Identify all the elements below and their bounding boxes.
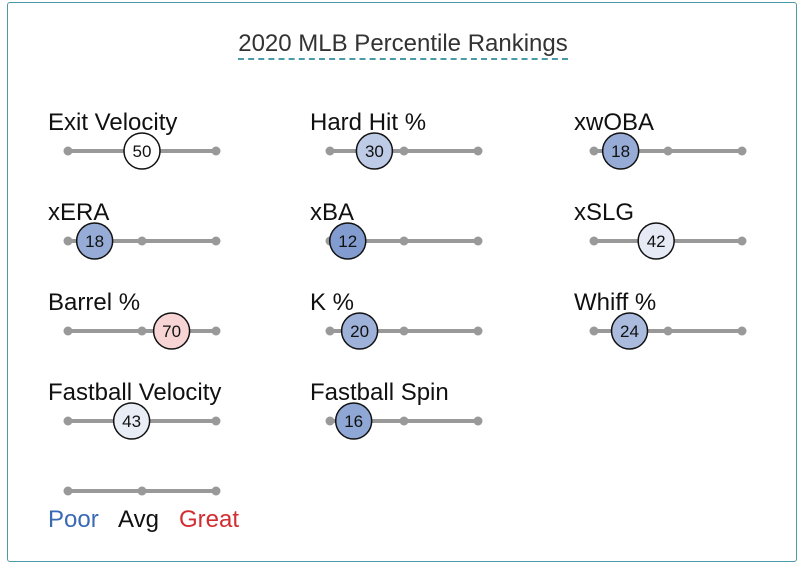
percentile-bubble-xslg (637, 222, 675, 260)
percentile-value-barrel-pct: 70 (162, 322, 181, 341)
metric-label-whiff-pct: Whiff % (574, 289, 656, 316)
slider-tick-whiff-pct-2 (737, 326, 747, 336)
percentile-value-k-pct: 20 (350, 322, 369, 341)
percentile-value-xslg: 42 (647, 232, 666, 251)
slider-tick-barrel-pct-2 (211, 326, 221, 336)
slider-tick-k-pct-0 (325, 326, 335, 336)
percentile-bubble-k-pct (340, 312, 379, 350)
slider-tick-hard-hit-pct-2 (473, 146, 483, 156)
slider-tick-xba-1 (399, 236, 409, 246)
percentile-bubble-exit-velocity (123, 132, 161, 170)
slider-tick-xslg-0 (589, 236, 599, 246)
percentile-value-fastball-velocity: 43 (122, 412, 141, 431)
legend-label-avg: Avg (118, 506, 159, 533)
metric-label-xwoba: xwOBA (574, 109, 654, 136)
legend-label-great: Great (179, 506, 239, 533)
metric-label-exit-velocity: Exit Velocity (48, 109, 177, 136)
slider-tick-xwoba-0 (589, 146, 599, 156)
slider-tick-barrel-pct-0 (63, 326, 73, 336)
percentile-bubble-barrel-pct (152, 312, 191, 350)
slider-tick-xera-0 (63, 236, 73, 246)
slider-tick-xba-2 (473, 236, 483, 246)
slider-tick-whiff-pct-0 (589, 326, 599, 336)
percentile-bubble-xba (329, 222, 367, 260)
legend-tick-2 (211, 486, 221, 496)
metric-label-barrel-pct: Barrel % (48, 289, 140, 316)
percentile-chart: Exit Velocity 50 Hard Hit % 30 xwOBA 18 xERA 18… (48, 109, 747, 533)
metric-label-xba: xBA (310, 199, 354, 226)
legend-tick-0 (63, 486, 73, 496)
metric-label-xslg: xSLG (574, 199, 634, 226)
metric-label-xera: xERA (48, 199, 109, 226)
percentile-value-fastball-spin: 16 (344, 412, 363, 431)
percentile-bubble-hard-hit-pct (355, 132, 394, 170)
percentile-value-hard-hit-pct: 30 (365, 142, 384, 161)
slider-tick-xwoba-2 (737, 146, 747, 156)
percentile-bubble-xera (75, 222, 114, 260)
percentile-value-xba: 12 (338, 232, 357, 251)
slider-tick-exit-velocity-0 (63, 146, 73, 156)
slider-tick-fastball-spin-0 (325, 416, 335, 426)
slider-tick-fastball-velocity-2 (211, 416, 221, 426)
slider-tick-fastball-spin-2 (473, 416, 483, 426)
slider-tick-fastball-spin-1 (399, 416, 409, 426)
slider-tick-k-pct-1 (399, 326, 409, 336)
percentile-value-xwoba: 18 (611, 142, 630, 161)
metric-label-k-pct: K % (310, 289, 354, 316)
slider-tick-barrel-pct-1 (137, 326, 147, 336)
percentile-bubble-fastball-spin (334, 402, 373, 440)
percentile-bubble-fastball-velocity (112, 402, 151, 440)
percentile-bubble-whiff-pct (610, 312, 649, 350)
metric-label-hard-hit-pct: Hard Hit % (310, 109, 426, 136)
slider-tick-xslg-2 (737, 236, 747, 246)
slider-tick-exit-velocity-2 (211, 146, 221, 156)
legend-label-poor: Poor (48, 506, 99, 533)
slider-tick-xera-2 (211, 236, 221, 246)
percentile-value-xera: 18 (85, 232, 104, 251)
slider-tick-xera-1 (137, 236, 147, 246)
slider-tick-whiff-pct-1 (663, 326, 673, 336)
slider-tick-k-pct-2 (473, 326, 483, 336)
metric-label-fastball-spin: Fastball Spin (310, 379, 449, 406)
percentile-value-exit-velocity: 50 (133, 142, 152, 161)
slider-tick-hard-hit-pct-1 (399, 146, 409, 156)
chart-title: 2020 MLB Percentile Rankings (0, 30, 806, 60)
legend-tick-1 (137, 486, 147, 496)
slider-tick-fastball-velocity-0 (63, 416, 73, 426)
slider-tick-hard-hit-pct-0 (325, 146, 335, 156)
metric-label-fastball-velocity: Fastball Velocity (48, 379, 221, 406)
slider-tick-xwoba-1 (663, 146, 673, 156)
percentile-bubble-xwoba (601, 132, 640, 170)
percentile-value-whiff-pct: 24 (620, 322, 639, 341)
